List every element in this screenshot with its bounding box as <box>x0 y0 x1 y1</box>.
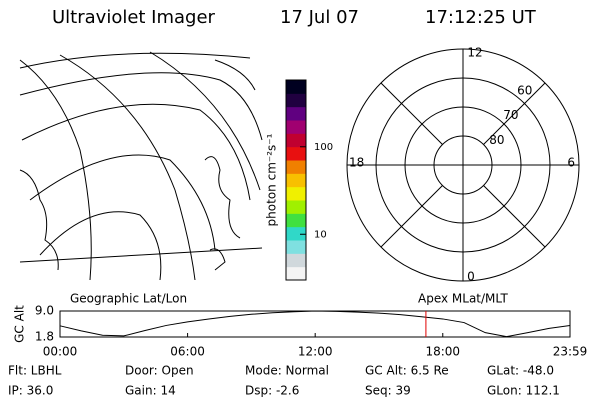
color-step <box>286 93 306 108</box>
polar-label: Apex MLat/MLT <box>418 292 508 306</box>
info-field: IP: 36.0 <box>8 384 53 398</box>
info-field: Gain: 14 <box>125 384 176 398</box>
colorbar: 10 100 <box>285 79 333 281</box>
x-tick-label: 23:59 <box>553 345 588 359</box>
meridian <box>380 185 443 248</box>
color-step <box>286 240 306 254</box>
y-tick-label: 9.0 <box>35 304 54 318</box>
colorbar-label: photon cm⁻²s⁻¹ <box>265 133 279 226</box>
meridian <box>483 185 546 248</box>
color-step <box>286 160 306 174</box>
mlt-label: 6 <box>567 156 575 170</box>
y-tick-label: 1.8 <box>35 330 54 344</box>
color-step <box>286 253 306 268</box>
latitude-label: 60 <box>517 84 532 98</box>
x-tick-label: 00:00 <box>43 345 78 359</box>
mlt-label: 12 <box>467 46 482 60</box>
info-field: Seq: 39 <box>365 384 411 398</box>
color-step <box>286 133 306 148</box>
date: 17 Jul 07 <box>280 7 359 28</box>
info-field: Flt: LBHL <box>8 364 62 378</box>
mlt-label: 18 <box>349 156 364 170</box>
color-step <box>286 106 306 121</box>
time: 17:12:25 UT <box>425 7 537 28</box>
latitude-label: 70 <box>503 108 518 122</box>
x-tick-label: 12:00 <box>298 345 333 359</box>
color-step <box>286 120 306 134</box>
color-step <box>286 266 306 281</box>
color-step <box>286 226 306 241</box>
color-step <box>286 186 306 201</box>
color-step <box>286 200 306 214</box>
colorbar-frame <box>285 79 307 281</box>
x-tick-label: 06:00 <box>170 345 205 359</box>
info-panel: Flt: LBHL Door: Open Mode: Normal GC Alt: 6… <box>8 364 560 398</box>
x-tick-label: 18:00 <box>425 345 460 359</box>
map-label: Geographic Lat/Lon <box>70 292 187 306</box>
y-axis-label: GC Alt <box>13 305 27 343</box>
color-step <box>286 80 306 94</box>
info-field: Dsp: -2.6 <box>245 384 299 398</box>
map <box>19 51 263 281</box>
info-field: GC Alt: 6.5 Re <box>365 364 449 378</box>
latitude-label: 80 <box>489 133 504 147</box>
color-step <box>286 173 306 188</box>
instrument: Ultraviolet Imager <box>52 7 216 28</box>
info-field: Door: Open <box>125 364 194 378</box>
mlt-label: 0 <box>467 270 475 284</box>
color-step <box>286 146 306 161</box>
colorbar-tick-label: 10 <box>314 229 327 240</box>
info-field: GLat: -48.0 <box>487 364 554 378</box>
color-step <box>286 213 306 228</box>
info-field: GLon: 112.1 <box>487 384 560 398</box>
info-field: Mode: Normal <box>245 364 329 378</box>
meridian <box>483 82 546 145</box>
meridian <box>380 82 443 145</box>
altitude-line <box>59 310 571 338</box>
colorbar-tick-label: 100 <box>314 142 333 153</box>
